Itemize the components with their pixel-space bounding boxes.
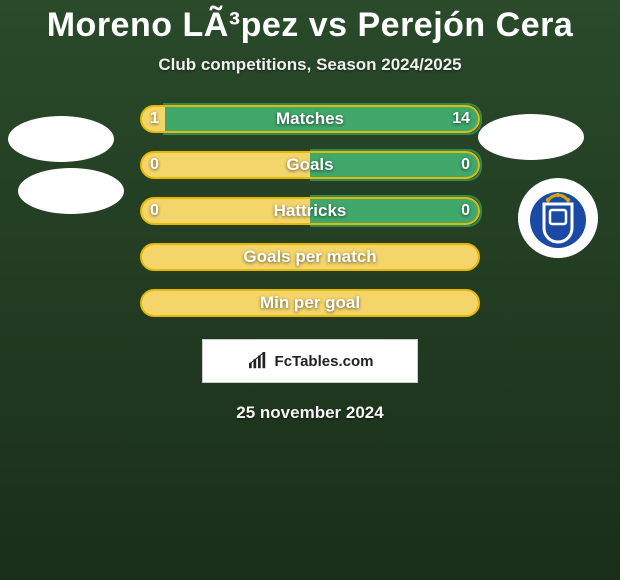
stat-row: Goals00 — [140, 151, 480, 179]
stat-row: Goals per match — [140, 243, 480, 271]
page-title: Moreno LÃ³pez vs Perejón Cera — [0, 6, 620, 45]
bar-right-border — [310, 195, 482, 227]
stat-row: Matches114 — [140, 105, 480, 133]
bar-right-border — [310, 149, 482, 181]
bar-track — [140, 289, 480, 317]
subtitle: Club competitions, Season 2024/2025 — [0, 55, 620, 75]
stat-row: Min per goal — [140, 289, 480, 317]
club-crest-right — [518, 178, 598, 258]
player-avatar-left-1 — [8, 116, 114, 162]
attribution-box: FcTables.com — [202, 339, 418, 383]
crest-icon — [526, 186, 590, 250]
content: Moreno LÃ³pez vs Perejón Cera Club compe… — [0, 0, 620, 423]
bar-chart-icon — [247, 352, 269, 370]
player-avatar-right — [478, 114, 584, 160]
player-avatar-left-2 — [18, 168, 124, 214]
stat-row: Hattricks00 — [140, 197, 480, 225]
bar-right-border — [163, 103, 482, 135]
attribution-label: FcTables.com — [275, 353, 374, 370]
date-label: 25 november 2024 — [0, 403, 620, 423]
bar-track — [140, 243, 480, 271]
